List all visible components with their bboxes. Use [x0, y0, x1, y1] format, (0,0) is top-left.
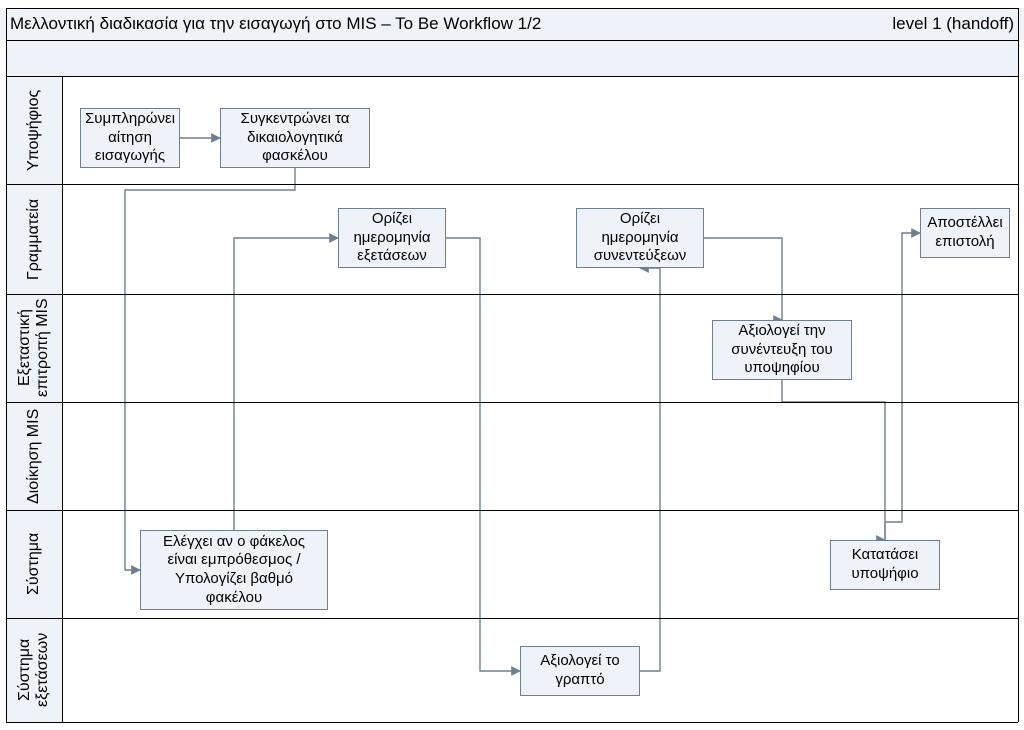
flow-node-n3: Ελέγχει αν ο φάκελος είναι εμπρόθεσμος /…: [140, 530, 328, 610]
flow-node-n9: Αποστέλλει επιστολή: [920, 208, 1010, 258]
grid-row-divider: [6, 40, 1018, 41]
flow-node-n4: Ορίζει ημερομηνία εξετάσεων: [338, 208, 446, 268]
edge-n8-n9: [885, 233, 920, 540]
flow-node-n6: Ορίζει ημερομηνία συνεντεύξεων: [576, 208, 704, 268]
edge-n7-n8: [782, 380, 885, 540]
edge-n6-n7: [704, 238, 782, 320]
grid-row-divider: [6, 8, 1018, 9]
flow-node-n2: Συγκεντρώνει τα δικαιολογητικά φασκέλου: [220, 108, 370, 168]
lane-label-cand: Υποψήφιος: [6, 76, 62, 184]
header-title-right: level 1 (handoff): [892, 14, 1014, 34]
swimlane-diagram: Μελλοντική διαδικασία για την εισαγωγή σ…: [0, 0, 1024, 730]
grid-row-divider: [6, 510, 1018, 511]
flow-node-n8: Κατατάσει υποψήφιο: [830, 540, 940, 590]
grid-col-divider: [62, 76, 63, 722]
lane-label-sys: Σύστημα: [6, 510, 62, 618]
grid-col-divider: [1018, 8, 1019, 722]
grid-row-divider: [6, 618, 1018, 619]
header-title-left: Μελλοντική διαδικασία για την εισαγωγή σ…: [10, 14, 541, 34]
grid-row-divider: [6, 294, 1018, 295]
edge-n3-n4: [234, 238, 338, 530]
lane-label-secr: Γραμματεία: [6, 184, 62, 294]
edge-n4-n5: [446, 238, 520, 671]
edge-n5-n6: [640, 268, 660, 671]
header-subband: [6, 40, 1018, 76]
lane-label-mgmt: Διοίκηση MIS: [6, 402, 62, 510]
lane-label-exam: Εξεταστική επιτροπή MIS: [6, 294, 62, 402]
flow-node-n1: Συμπληρώνει αίτηση εισαγωγής: [80, 108, 180, 168]
flow-node-n5: Αξιολογεί το γραπτό: [520, 646, 640, 696]
flow-node-n7: Αξιολογεί την συνέντευξη του υποψηφίου: [712, 320, 852, 380]
diagram-header: Μελλοντική διαδικασία για την εισαγωγή σ…: [0, 8, 1024, 40]
grid-row-divider: [6, 402, 1018, 403]
grid-row-divider: [6, 722, 1018, 723]
grid-row-divider: [6, 184, 1018, 185]
grid-row-divider: [6, 76, 1018, 77]
lane-label-exsys: Σύστημα εξετάσεων: [6, 618, 62, 722]
